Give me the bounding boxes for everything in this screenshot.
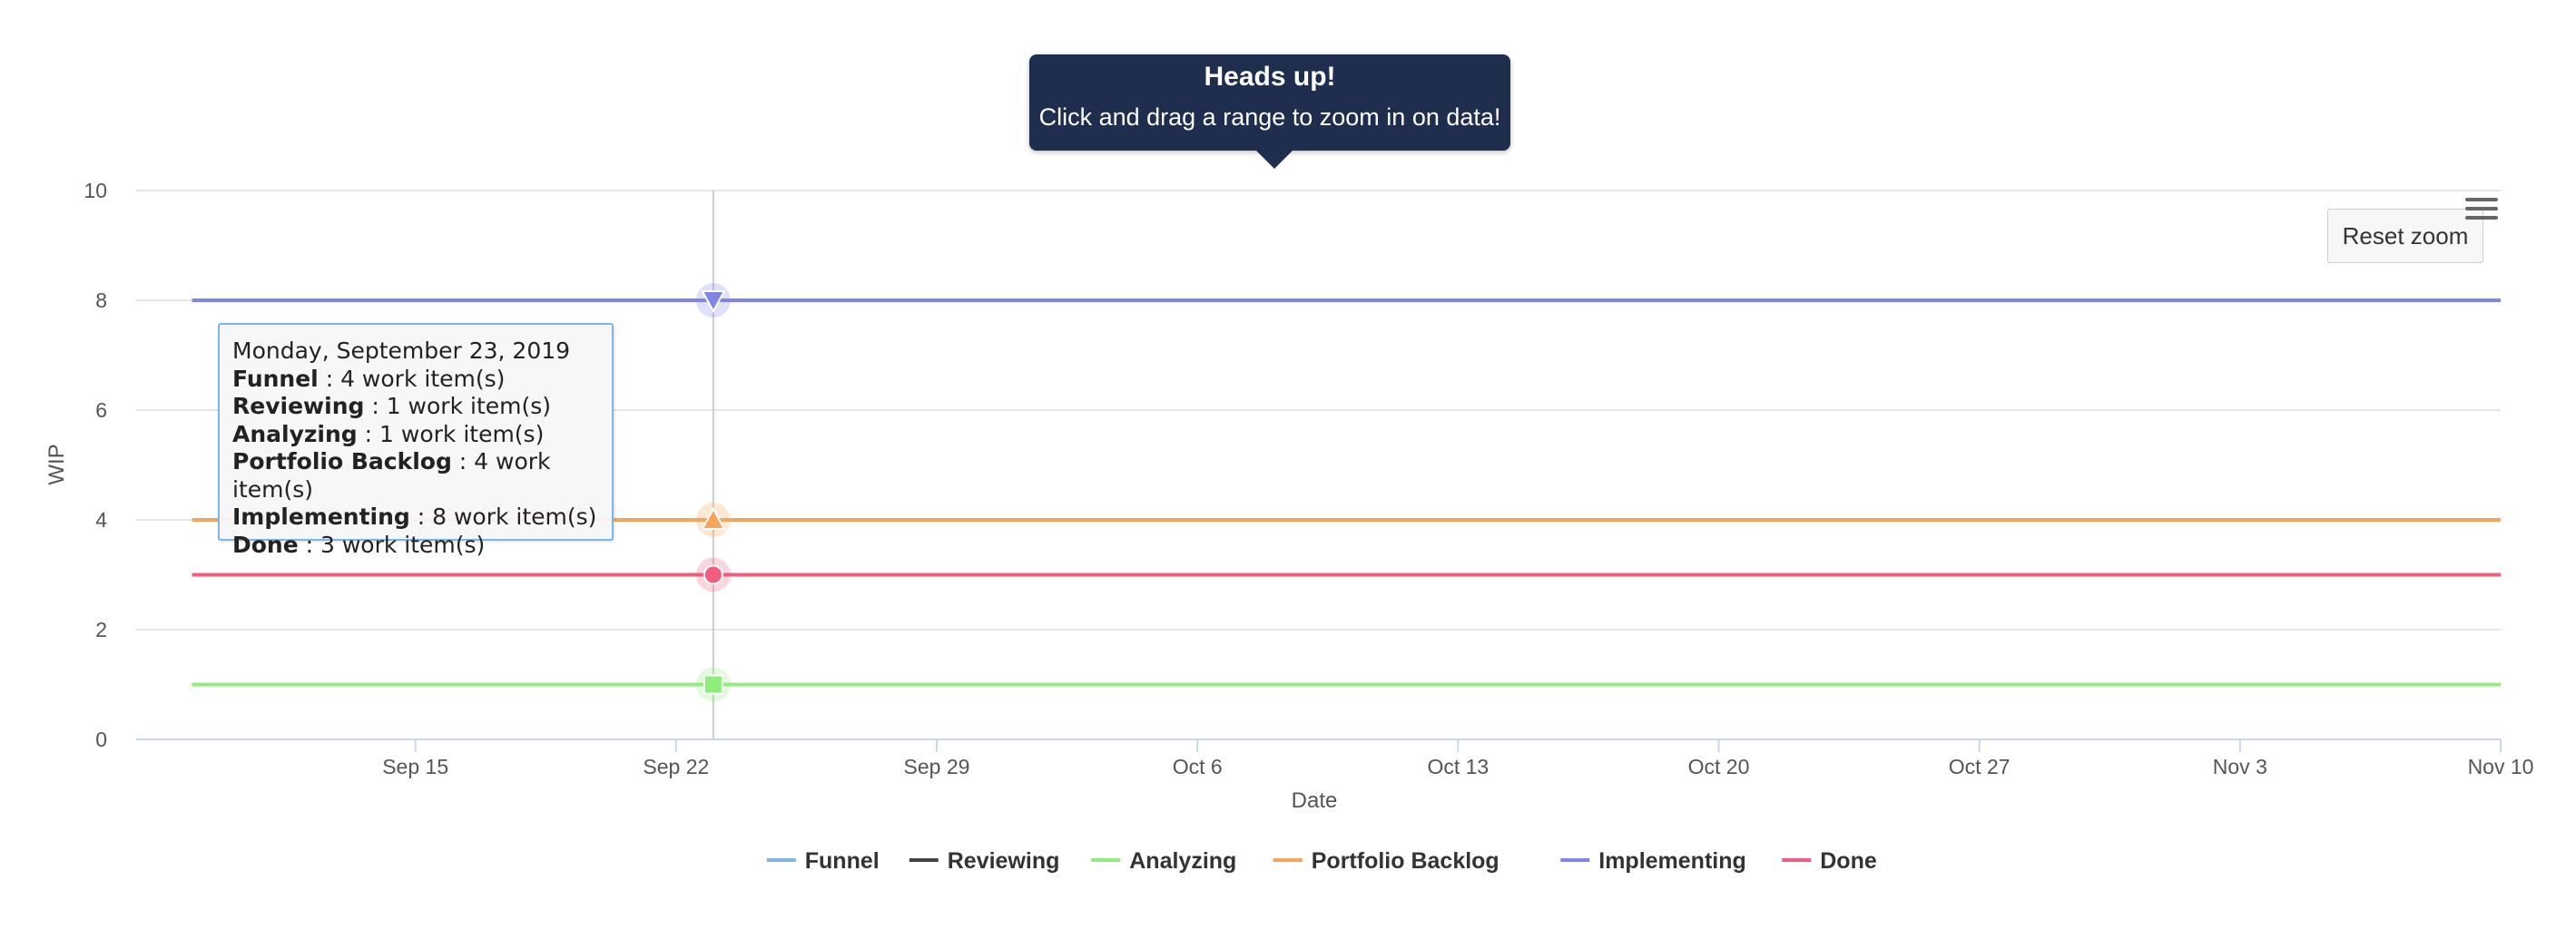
tooltip-series-name: Reviewing <box>232 393 365 419</box>
tooltip-series-value: : 1 work item(s) <box>364 393 552 419</box>
reset-zoom-button[interactable]: Reset zoom <box>2327 209 2483 263</box>
marker-triangle-down <box>701 290 726 314</box>
y-tick-label: 10 <box>84 179 107 202</box>
legend-label: Funnel <box>805 848 880 874</box>
legend-item-implementing[interactable]: Implementing <box>1560 848 1746 874</box>
y-axis-title: WIP <box>44 444 69 484</box>
legend-label: Done <box>1820 848 1877 874</box>
hover-marker-portfolio-backlog <box>695 503 731 537</box>
x-tick-label: Oct 27 <box>1949 755 2011 778</box>
legend-item-analyzing[interactable]: Analyzing <box>1091 848 1236 874</box>
chart-menu-icon[interactable] <box>2465 198 2498 225</box>
hover-tooltip: Monday, September 23, 2019 Funnel : 4 wo… <box>218 323 614 558</box>
tooltip-row: Reviewing : 1 work item(s) <box>232 393 599 421</box>
hover-marker-implementing <box>695 283 731 318</box>
y-tick-label: 2 <box>95 618 107 641</box>
tooltip-series-value: : 4 work item(s) <box>318 365 506 392</box>
tooltip-series-value: : 1 work item(s) <box>357 420 545 447</box>
axes: 0 2 4 6 8 10 Sep 15 Sep 22 Sep 29 Oct 6 Oct 13 Oct … <box>44 179 2533 813</box>
y-tick-label: 8 <box>95 289 107 312</box>
legend-label: Reviewing <box>948 848 1060 874</box>
x-tick-label: Oct 20 <box>1688 755 1750 778</box>
legend-label: Implementing <box>1598 848 1746 874</box>
y-tick-label: 0 <box>95 728 107 751</box>
tooltip-row: Analyzing : 1 work item(s) <box>232 421 599 449</box>
legend-item-reviewing[interactable]: Reviewing <box>909 848 1060 874</box>
x-tick-label: Nov 3 <box>2213 755 2267 778</box>
tooltip-series-value: : 8 work item(s) <box>409 504 597 530</box>
legend-item-done[interactable]: Done <box>1782 848 1877 874</box>
heads-up-title: Heads up! <box>1204 62 1336 92</box>
legend: Funnel Reviewing Analyzing Portfolio Backlo… <box>766 848 1877 874</box>
marker-triangle <box>701 506 726 530</box>
tooltip-row: Implementing : 8 work item(s) <box>232 504 599 532</box>
tooltip-row: Portfolio Backlog : 4 work item(s) <box>232 448 599 504</box>
heads-up-notice: Heads up! Click and drag a range to zoom… <box>1029 54 1510 169</box>
y-tick-label: 6 <box>95 398 107 422</box>
tooltip-series-name: Funnel <box>232 365 319 392</box>
marker-square <box>703 674 723 695</box>
hover-marker-analyzing <box>695 667 731 702</box>
legend-item-portfolio-backlog[interactable]: Portfolio Backlog <box>1273 848 1499 874</box>
tooltip-series-value: : 3 work item(s) <box>298 531 486 558</box>
x-tick-label: Sep 29 <box>904 755 970 778</box>
hover-markers <box>695 283 731 702</box>
tooltip-series-name: Analyzing <box>232 420 358 447</box>
x-tick-label: Sep 15 <box>382 755 448 778</box>
x-tick-label: Sep 22 <box>643 755 709 778</box>
x-tick-label: Oct 6 <box>1173 755 1223 778</box>
x-axis-title: Date <box>1292 788 1338 813</box>
tooltip-date: Monday, September 23, 2019 <box>232 338 571 364</box>
legend-item-funnel[interactable]: Funnel <box>766 848 880 874</box>
tooltip-row: Done : 3 work item(s) <box>232 532 599 560</box>
y-tick-label: 4 <box>95 508 107 532</box>
marker-circle <box>703 564 723 585</box>
tooltip-series-name: Implementing <box>232 504 410 530</box>
notice-pointer <box>1256 151 1293 169</box>
tooltip-series-name: Done <box>232 531 299 558</box>
legend-label: Analyzing <box>1129 848 1236 874</box>
heads-up-message: Click and drag a range to zoom in on dat… <box>1038 103 1501 131</box>
tooltip-series-value: : 4 work item(s) <box>232 448 551 503</box>
tooltip-row: Funnel : 4 work item(s) <box>232 366 599 394</box>
x-tick-label: Oct 13 <box>1427 755 1489 778</box>
hover-marker-done <box>695 557 731 592</box>
x-tick-label: Nov 10 <box>2468 755 2534 778</box>
legend-label: Portfolio Backlog <box>1312 848 1499 874</box>
tooltip-series-name: Portfolio Backlog <box>232 448 452 474</box>
